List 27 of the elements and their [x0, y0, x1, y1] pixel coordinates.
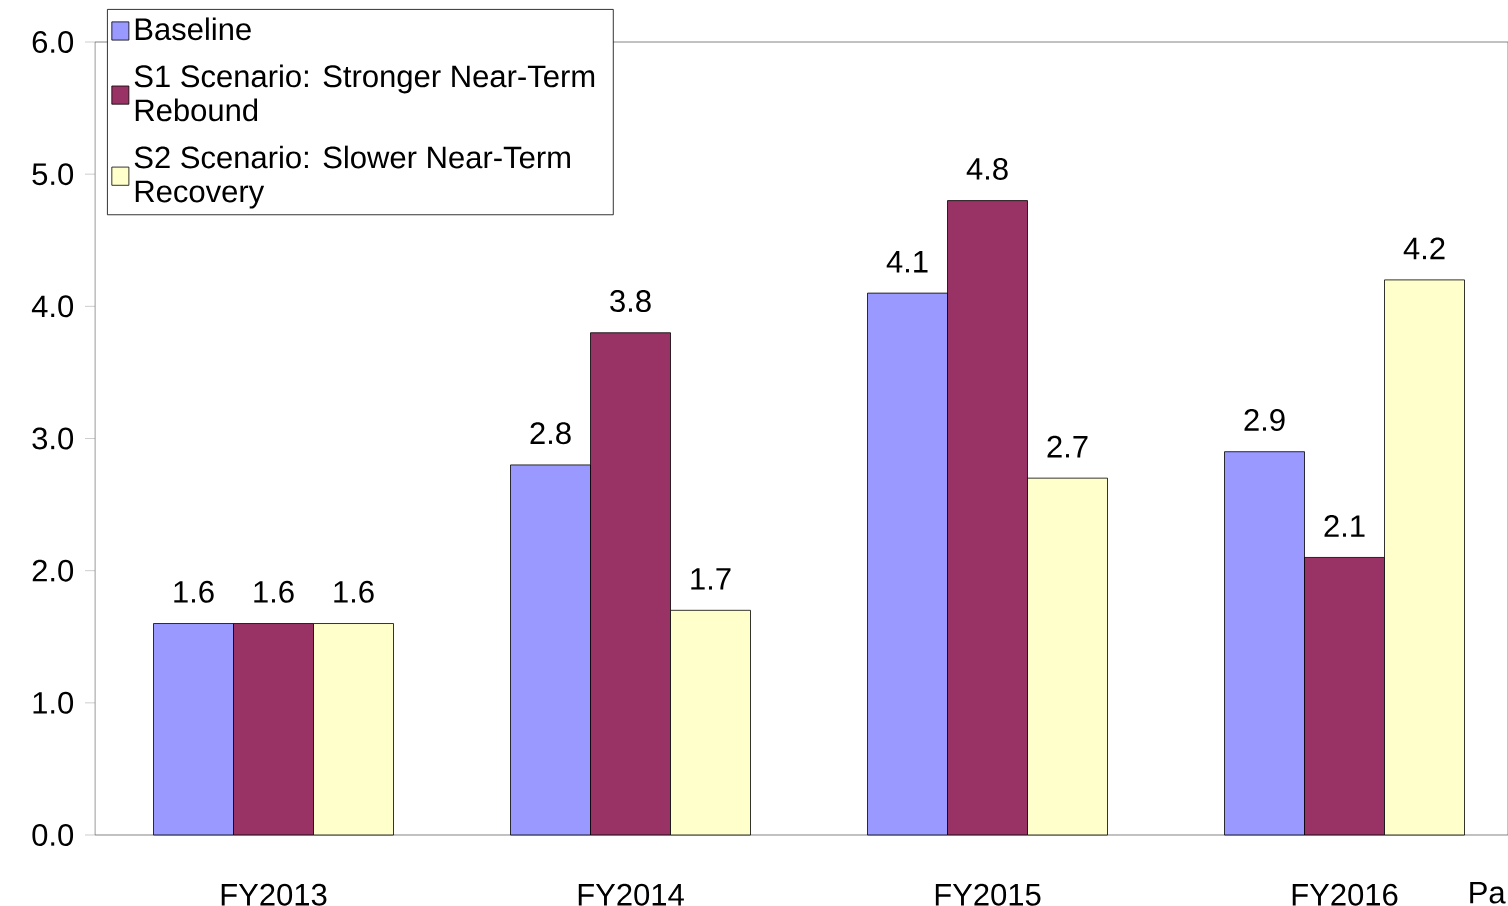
y-tick-label: 1.0: [33, 691, 74, 714]
data-label: 1.6: [334, 580, 374, 603]
legend-label: Baseline: [135, 17, 251, 41]
x-tick-label: FY2013: [221, 883, 327, 906]
y-tick-label: 4.0: [31, 295, 74, 318]
data-label: 2.7: [1047, 435, 1088, 458]
data-label: 1.7: [691, 568, 731, 590]
data-label: 1.6: [254, 580, 294, 603]
data-label: 2.1: [1324, 515, 1365, 537]
y-tick-label: 0.0: [32, 824, 74, 846]
legend-label: S1 Scenario: Stronger Near-Term Rebound: [134, 64, 595, 122]
y-tick-label: 5.0: [32, 163, 74, 186]
x-tick-label: FY2014: [578, 883, 684, 906]
legend-label: S2 Scenario: Slower Near-Term Recovery: [134, 145, 570, 209]
text: Pa: [1470, 881, 1506, 904]
data-label: 2.8: [530, 422, 571, 445]
x-tick-label: FY2016: [1292, 883, 1398, 906]
data-label: 4.2: [1403, 237, 1445, 260]
data-label: 3.8: [610, 290, 651, 313]
x-tick-label: FY2015: [935, 883, 1041, 906]
y-tick-label: 6.0: [32, 31, 74, 53]
y-tick-label: 2.0: [32, 559, 74, 582]
data-label: 1.6: [174, 580, 214, 603]
data-label: 4.8: [966, 157, 1008, 180]
y-tick-label: 3.0: [32, 427, 74, 450]
data-label: 2.9: [1244, 409, 1285, 431]
data-label: 4.1: [886, 251, 928, 273]
